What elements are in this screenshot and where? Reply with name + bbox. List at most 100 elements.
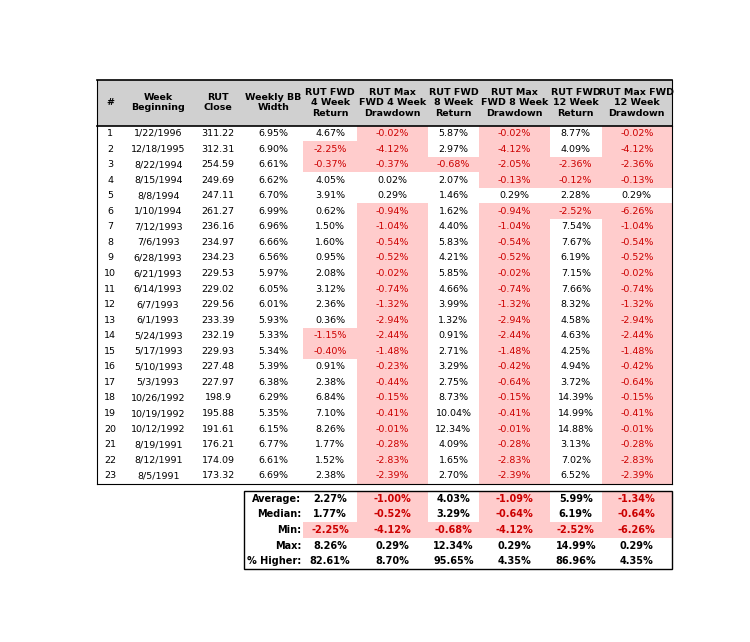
Text: -1.32%: -1.32% [376,300,409,309]
Bar [427,328,479,343]
Bar [244,219,303,234]
Bar [550,204,602,219]
Bar [97,313,124,328]
Bar [357,468,428,483]
Bar [124,453,192,468]
Text: RUT Max FWD
12 Week
Drawdown: RUT Max FWD 12 Week Drawdown [599,88,674,117]
Bar [192,375,244,390]
Bar [244,390,303,406]
Bar [357,390,428,406]
Text: 12: 12 [104,300,116,309]
Bar [602,297,672,313]
Text: 5/10/1993: 5/10/1993 [134,362,182,371]
Text: -0.02%: -0.02% [498,269,531,278]
Bar [303,313,357,328]
Bar [602,313,672,328]
Bar [427,219,479,234]
Text: 8.32%: 8.32% [561,300,591,309]
Text: 6.62%: 6.62% [259,176,289,185]
Bar [244,313,303,328]
Bar [192,172,244,188]
Bar [550,375,602,390]
Text: -0.42%: -0.42% [620,362,653,371]
Text: 7.66%: 7.66% [561,284,591,293]
Bar [479,538,550,553]
Bar [550,141,602,157]
Bar [479,406,550,421]
Bar [357,421,428,437]
Text: RUT Max
FWD 8 Week
Drawdown: RUT Max FWD 8 Week Drawdown [481,88,548,117]
Text: -1.48%: -1.48% [620,347,653,356]
Bar [97,266,124,281]
Bar [192,219,244,234]
Bar [479,468,550,483]
Bar [303,359,357,375]
Text: -0.23%: -0.23% [376,362,409,371]
Bar [244,172,303,188]
Bar [97,188,124,204]
Text: 22: 22 [104,456,116,465]
Text: Weekly BB
Width: Weekly BB Width [245,93,302,112]
Bar [244,204,303,219]
Bar [357,250,428,266]
Text: 10/26/1992: 10/26/1992 [131,394,185,403]
Text: 6/7/1993: 6/7/1993 [136,300,179,309]
Text: 1.65%: 1.65% [439,456,469,465]
Bar [303,234,357,250]
Text: -2.94%: -2.94% [376,316,409,325]
Text: 5.93%: 5.93% [259,316,289,325]
Text: -4.12%: -4.12% [496,525,533,535]
Text: 10/12/1992: 10/12/1992 [131,424,185,433]
Text: 0.95%: 0.95% [315,254,345,263]
Text: 5.87%: 5.87% [439,129,469,138]
Bar [427,437,479,453]
Bar [550,266,602,281]
Bar [479,234,550,250]
Text: -2.36%: -2.36% [620,160,653,169]
Text: 229.02: 229.02 [202,284,235,293]
Bar [479,188,550,204]
Text: 6.15%: 6.15% [259,424,289,433]
Bar [97,204,124,219]
Text: -2.25%: -2.25% [311,525,349,535]
Text: -1.04%: -1.04% [620,222,653,231]
Bar [602,421,672,437]
Bar [192,126,244,141]
Text: 198.9: 198.9 [205,394,232,403]
Bar [124,421,192,437]
Text: -1.00%: -1.00% [374,494,411,504]
Bar [479,343,550,359]
Bar [427,390,479,406]
Bar [244,375,303,390]
Text: -0.44%: -0.44% [376,378,409,387]
Text: 0.02%: 0.02% [377,176,407,185]
Text: 173.32: 173.32 [202,471,235,480]
Bar [97,281,124,297]
Bar [244,421,303,437]
Text: -0.52%: -0.52% [498,254,531,263]
Text: 4.66%: 4.66% [439,284,469,293]
Text: 8.73%: 8.73% [438,394,469,403]
Bar [97,297,124,313]
Text: 2.38%: 2.38% [315,471,345,480]
Text: 10/19/1992: 10/19/1992 [131,409,185,418]
Text: 19: 19 [104,409,116,418]
Bar [244,141,303,157]
Bar [303,507,357,522]
Text: Min:: Min: [278,525,302,535]
Bar [357,281,428,297]
Text: 7.54%: 7.54% [561,222,591,231]
Bar [97,343,124,359]
Bar [303,421,357,437]
Bar [427,234,479,250]
Text: Average:: Average: [252,494,302,504]
Text: 195.88: 195.88 [202,409,235,418]
Bar [124,172,192,188]
Bar [303,522,357,538]
Bar [479,219,550,234]
Bar [602,250,672,266]
Text: 1/10/1994: 1/10/1994 [134,207,182,216]
Bar [479,157,550,172]
Bar [357,507,428,522]
Text: -0.68%: -0.68% [436,160,470,169]
